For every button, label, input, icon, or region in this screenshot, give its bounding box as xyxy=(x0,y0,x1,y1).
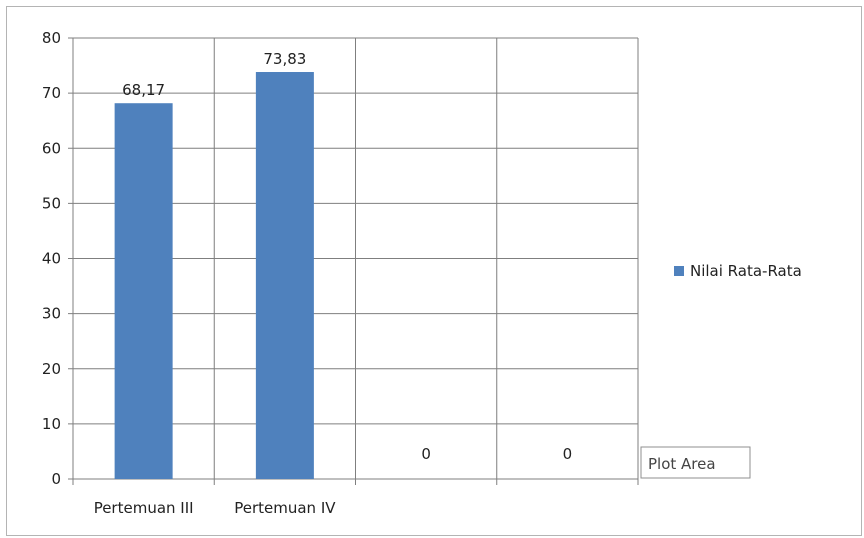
y-tick-label: 0 xyxy=(51,470,61,488)
chart-svg: 0 10 20 30 40 50 60 70 80 Pertemuan III Pertemuan … xyxy=(42,29,802,517)
legend-label: Nilai Rata-Rata xyxy=(690,262,802,280)
y-tick-label: 50 xyxy=(42,194,61,212)
chart-area: 0 10 20 30 40 50 60 70 80 Pertemuan III Pertemuan … xyxy=(6,6,862,536)
x-tick-label: Pertemuan III xyxy=(94,499,194,517)
data-label: 68,17 xyxy=(122,81,165,99)
plot-area-tooltip: Plot Area xyxy=(640,446,751,479)
data-label: 73,83 xyxy=(263,50,306,68)
data-label: 0 xyxy=(421,445,431,463)
x-tick-label: Pertemuan IV xyxy=(234,499,336,517)
legend-swatch xyxy=(674,266,684,276)
y-tick-label: 80 xyxy=(42,29,61,47)
y-tick-label: 40 xyxy=(42,250,61,268)
y-tick-label: 70 xyxy=(42,84,61,102)
bar xyxy=(255,72,314,480)
y-tick-label: 30 xyxy=(42,305,61,323)
y-tick-label: 10 xyxy=(42,415,61,433)
tooltip-label: Plot Area xyxy=(648,455,716,473)
bar xyxy=(114,103,173,479)
data-label: 0 xyxy=(563,445,573,463)
y-tick-label: 60 xyxy=(42,139,61,157)
y-tick-label: 20 xyxy=(42,360,61,378)
